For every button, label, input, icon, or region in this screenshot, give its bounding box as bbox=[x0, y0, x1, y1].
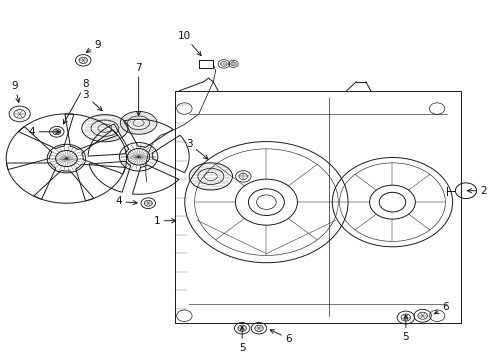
Text: 9: 9 bbox=[86, 40, 101, 53]
Text: 5: 5 bbox=[238, 326, 245, 352]
Text: 8: 8 bbox=[63, 79, 89, 124]
Text: 5: 5 bbox=[402, 315, 408, 342]
Bar bbox=[174, 91, 460, 323]
Text: 9: 9 bbox=[12, 81, 20, 102]
Text: 6: 6 bbox=[434, 302, 447, 314]
Text: 4: 4 bbox=[115, 197, 137, 206]
Text: 10: 10 bbox=[178, 31, 201, 56]
Text: 3: 3 bbox=[82, 90, 102, 111]
Text: 3: 3 bbox=[185, 139, 207, 159]
Text: 6: 6 bbox=[269, 330, 291, 343]
Text: 1: 1 bbox=[153, 216, 175, 226]
Text: 7: 7 bbox=[135, 63, 142, 116]
Text: 4: 4 bbox=[28, 127, 60, 137]
Text: 2: 2 bbox=[467, 186, 486, 196]
